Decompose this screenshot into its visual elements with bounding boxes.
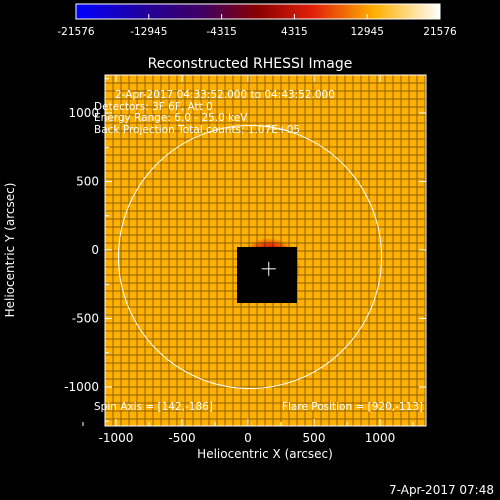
y-tick-label: 500 [76, 175, 99, 189]
x-tick-label: 500 [303, 431, 326, 445]
x-tick-label: -500 [168, 431, 195, 445]
y-tick-label: -500 [72, 312, 99, 326]
image-core [237, 247, 297, 303]
annotation-detectors: Detectors: 3F 6F, Att 0 [94, 101, 213, 113]
spin-axis-label: Spin Axis = [142,-186] [94, 401, 213, 413]
colorbar-tick-label: -12945 [130, 26, 167, 38]
colorbar: -21576 -12945 -4315 4315 12945 21576 [57, 3, 457, 38]
y-axis-label: Heliocentric Y (arcsec) [3, 183, 17, 318]
y-tick-label: -1000 [64, 380, 99, 394]
x-tick-label: -1000 [99, 431, 134, 445]
colorbar-tick-label: 12945 [350, 26, 383, 38]
timestamp: 7-Apr-2017 07:48 [389, 483, 494, 497]
x-axis-label: Heliocentric X (arcsec) [197, 447, 333, 461]
y-tick-label: 0 [91, 243, 99, 257]
colorbar-tick-label: 4315 [281, 26, 308, 38]
x-tick-label: 0 [244, 431, 252, 445]
colorbar-tick-label: -4315 [206, 26, 237, 38]
colorbar-gradient [75, 3, 441, 20]
annotation-back-projection: Back Projection Total counts: 1.07E+05 [94, 124, 300, 136]
x-axis-ticks: -1000 -500 0 500 1000 [82, 75, 414, 445]
flare-position-label: Flare Position = [920,-113] [282, 401, 423, 413]
annotations: 2-Apr-2017 04:33:52.000 to 04:43:52.000 … [94, 89, 335, 136]
x-tick-label: 1000 [365, 431, 396, 445]
center-cross-marker [261, 261, 276, 276]
colorbar-tick-label: 21576 [423, 26, 457, 38]
y-tick-label: 1000 [68, 106, 99, 120]
y-axis-ticks: 1000 500 0 -500 -1000 [64, 78, 426, 422]
annotation-time-range: 2-Apr-2017 04:33:52.000 to 04:43:52.000 [115, 89, 335, 101]
colorbar-ticks: -21576 -12945 -4315 4315 12945 21576 [57, 14, 457, 38]
solar-limb [117, 124, 383, 390]
annotation-energy-range: Energy Range: 6.0 - 25.0 keV [94, 112, 248, 124]
colorbar-tick-label: -21576 [57, 26, 95, 38]
rhessi-image [105, 75, 426, 426]
plot-title: Reconstructed RHESSI Image [148, 56, 353, 72]
